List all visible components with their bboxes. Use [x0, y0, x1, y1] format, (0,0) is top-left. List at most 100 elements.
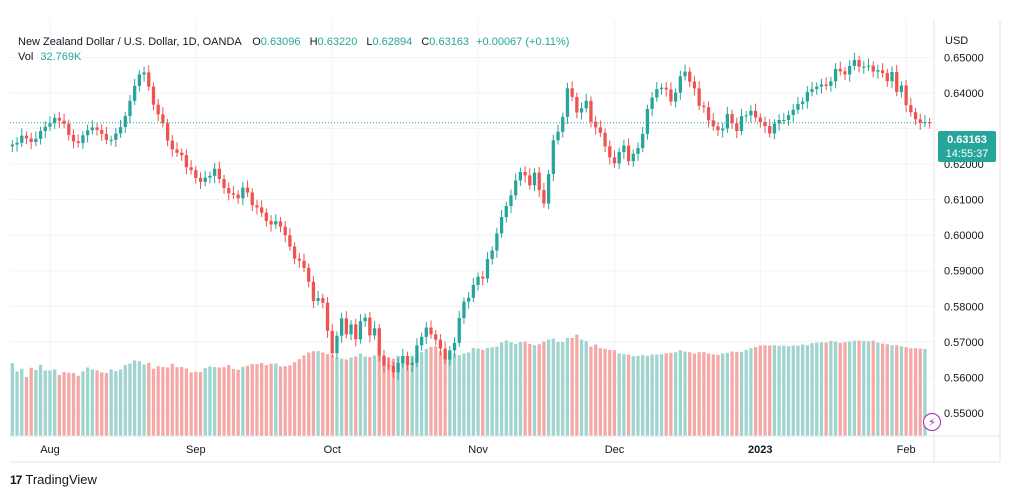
volume-bar: [824, 342, 828, 436]
candle-body: [913, 112, 918, 120]
candle-body: [170, 140, 174, 150]
volume-bar: [156, 366, 160, 436]
volume-bar: [692, 353, 697, 436]
candle-body: [81, 135, 85, 144]
candle-body: [739, 116, 744, 132]
price-tick-label: 0.55000: [944, 408, 984, 420]
time-tick-label: 2023: [748, 444, 772, 456]
candle-body: [819, 84, 824, 87]
volume-row: Vol 32.769K: [18, 50, 569, 65]
volume-bar: [264, 365, 269, 436]
volume-bar: [255, 364, 259, 436]
price-axis[interactable]: 0.55000 0.56000 0.57000 0.58000 0.59000 0.600…: [944, 52, 984, 419]
volume-bar: [626, 354, 631, 436]
candle-body: [29, 138, 33, 143]
candle-body: [810, 89, 814, 92]
volume-bar: [67, 372, 71, 436]
volume-bar: [514, 343, 518, 436]
candle-body: [231, 193, 236, 195]
time-tick-label: Sep: [186, 444, 206, 456]
currency-label[interactable]: USD: [945, 35, 969, 47]
candle-body: [899, 85, 904, 92]
volume-bar: [796, 345, 800, 436]
volume-bar: [292, 362, 297, 436]
candle-body: [866, 65, 871, 67]
candle-body: [631, 153, 635, 162]
symbol-title[interactable]: New Zealand Dollar / U.S. Dollar, 1D, OA…: [18, 36, 242, 48]
volume-bar: [777, 345, 781, 436]
volume-bar: [725, 352, 730, 436]
candle-body: [316, 298, 320, 301]
volume-bar: [904, 347, 908, 436]
candle-body: [344, 318, 348, 335]
candle-body: [636, 148, 640, 154]
candle-body: [358, 321, 363, 340]
candle-body: [260, 207, 264, 213]
volume-bar: [697, 352, 701, 436]
volume-bars: [10, 334, 927, 436]
volume-bar: [339, 358, 344, 436]
candle-body: [645, 108, 650, 134]
volume-bar: [372, 355, 377, 436]
candle-body: [843, 71, 847, 75]
volume-bar: [749, 348, 753, 436]
time-axis[interactable]: Aug Sep Oct Nov Dec 2023 Feb: [40, 444, 915, 456]
candle-body: [772, 123, 777, 134]
volume-bar: [283, 366, 287, 436]
volume-bar: [118, 369, 123, 436]
candle-body: [372, 328, 377, 336]
candle-body: [175, 149, 179, 153]
candle-body: [876, 70, 880, 72]
candle-body: [452, 342, 457, 351]
volume-bar: [565, 337, 570, 436]
volume-bar: [123, 365, 127, 436]
candle-body: [419, 336, 424, 346]
volume-bar: [848, 341, 852, 436]
candle-body: [528, 175, 532, 186]
volume-bar: [462, 353, 466, 436]
volume-bar: [53, 369, 57, 436]
volume-bar: [570, 337, 574, 436]
candle-body: [471, 284, 475, 298]
candle-body: [655, 89, 659, 98]
ohlc-row: New Zealand Dollar / U.S. Dollar, 1D, OA…: [18, 35, 569, 50]
candle-body: [180, 152, 184, 156]
volume-bar: [561, 341, 565, 436]
volume-bar: [38, 364, 43, 436]
volume-bar: [467, 352, 471, 436]
volume-bar: [758, 345, 762, 436]
candle-body: [589, 100, 593, 122]
volume-bar: [297, 359, 301, 436]
candle-body: [702, 105, 706, 108]
candle-body: [692, 81, 697, 89]
candle-body: [800, 101, 805, 105]
candle-body: [292, 246, 297, 259]
volume-bar: [20, 368, 24, 436]
volume-bar: [499, 342, 504, 436]
price-tick-label: 0.62000: [944, 159, 984, 171]
lightning-icon[interactable]: ⚡: [923, 413, 941, 431]
price-tick-label: 0.61000: [944, 195, 984, 207]
volume-bar: [387, 357, 391, 436]
open-value: 0.63096: [260, 36, 301, 48]
candle-body: [194, 170, 198, 178]
candle-body: [725, 113, 730, 129]
candle-body: [744, 115, 748, 117]
volume-bar: [250, 364, 254, 436]
volume-bar: [753, 347, 758, 436]
candle-body: [302, 260, 306, 268]
volume-bar: [518, 341, 523, 436]
candle-body: [137, 74, 142, 86]
open-label: O: [252, 36, 261, 48]
volume-bar: [212, 367, 217, 436]
candle-body: [706, 107, 711, 121]
volume-bar: [147, 362, 151, 436]
tradingview-branding[interactable]: 17 TradingView: [10, 472, 97, 487]
volume-bar: [311, 351, 316, 436]
candle-body: [109, 139, 113, 141]
candle-body: [730, 113, 734, 124]
volume-bar: [532, 345, 537, 436]
candle-body: [481, 276, 485, 279]
high-label: H: [309, 36, 318, 48]
